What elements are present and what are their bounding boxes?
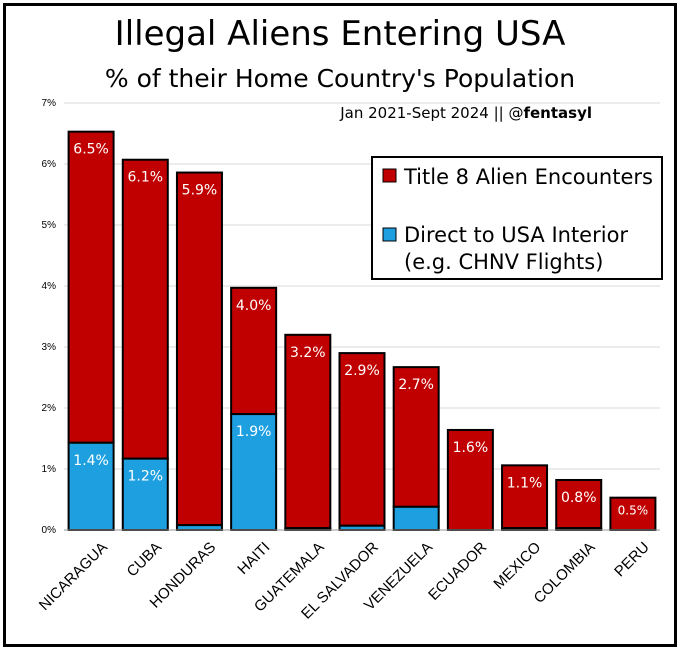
direct-data-label: 1.2% <box>127 469 163 485</box>
bar-title8-ecuador <box>446 428 494 531</box>
direct-data-label: 1.4% <box>73 453 109 469</box>
total-data-label: 6.5% <box>73 142 109 158</box>
x-tick-label: HAITI <box>234 539 273 578</box>
bar-direct-venezuela <box>392 505 440 532</box>
bar-direct-el-salvador <box>338 524 386 531</box>
bar-title8-nicaragua <box>67 130 115 444</box>
chart-note: Jan 2021-Sept 2024 || @fentasyl <box>340 104 592 122</box>
total-data-label: 5.9% <box>182 183 218 199</box>
total-data-label: 3.2% <box>290 345 326 361</box>
y-tick-label: 7% <box>42 98 57 109</box>
date-range: Jan 2021-Sept 2024 <box>340 104 489 122</box>
chart-subtitle: % of their Home Country's Population <box>104 64 576 93</box>
legend-box <box>371 156 663 280</box>
y-tick-label: 5% <box>42 220 57 231</box>
chart-title: Illegal Aliens Entering USA <box>114 14 566 54</box>
legend-swatch-direct <box>382 227 397 242</box>
total-data-label: 2.9% <box>344 363 380 379</box>
x-tick-label: MEXICO <box>491 539 545 593</box>
bar-title8-haiti <box>230 286 278 416</box>
author-handle: fentasyl <box>523 104 592 122</box>
bar-title8-guatemala <box>284 333 332 530</box>
y-tick-label: 0% <box>42 525 57 536</box>
total-data-label: 1.1% <box>507 475 543 491</box>
legend: Title 8 Alien Encounters Direct to USA In… <box>371 156 663 280</box>
legend-label-direct: Direct to USA Interior <box>404 223 628 247</box>
bar-direct-honduras <box>175 524 223 531</box>
total-data-label: 0.8% <box>561 490 597 506</box>
total-data-label: 0.5% <box>618 504 649 518</box>
chart-frame <box>3 3 677 647</box>
handle-at: @ <box>508 104 524 122</box>
y-tick-label: 3% <box>42 342 57 353</box>
y-tick-label: 2% <box>42 403 57 414</box>
bar-title8-colombia <box>555 478 603 530</box>
bar-title8-honduras <box>175 171 223 527</box>
separator: || <box>493 104 504 122</box>
legend-label-direct-note: (e.g. CHNV Flights) <box>404 250 603 274</box>
y-tick-label: 4% <box>42 281 57 292</box>
legend-swatch-title8 <box>382 168 397 183</box>
total-data-label: 2.7% <box>398 377 434 393</box>
bar-title8-cuba <box>121 158 169 460</box>
y-tick-label: 6% <box>42 159 57 170</box>
direct-data-label: 1.9% <box>236 424 272 440</box>
y-tick-label: 1% <box>42 464 57 475</box>
bar-title8-venezuela <box>392 366 440 508</box>
bar-title8-peru <box>609 496 657 532</box>
bars <box>67 130 657 532</box>
total-data-label: 4.0% <box>236 298 272 314</box>
data-labels: 6.5% 1.4% 6.1% 1.2% 5.9% 4.0% 1.9% 3.2% 2.9% 2.7%… <box>73 142 648 518</box>
x-tick-label: NICARAGUA <box>36 539 111 614</box>
total-data-label: 6.1% <box>127 170 163 186</box>
bar-direct-cuba <box>121 457 169 532</box>
bar-title8-mexico <box>501 464 549 530</box>
total-data-label: 1.6% <box>453 440 489 456</box>
bar-direct-nicaragua <box>67 441 115 531</box>
bar-direct-haiti <box>230 413 278 532</box>
legend-label-title8: Title 8 Alien Encounters <box>403 165 653 189</box>
x-tick-label: CUBA <box>124 539 165 580</box>
x-tick-label: ECUADOR <box>425 539 490 604</box>
x-tick-label: PERU <box>611 539 652 580</box>
